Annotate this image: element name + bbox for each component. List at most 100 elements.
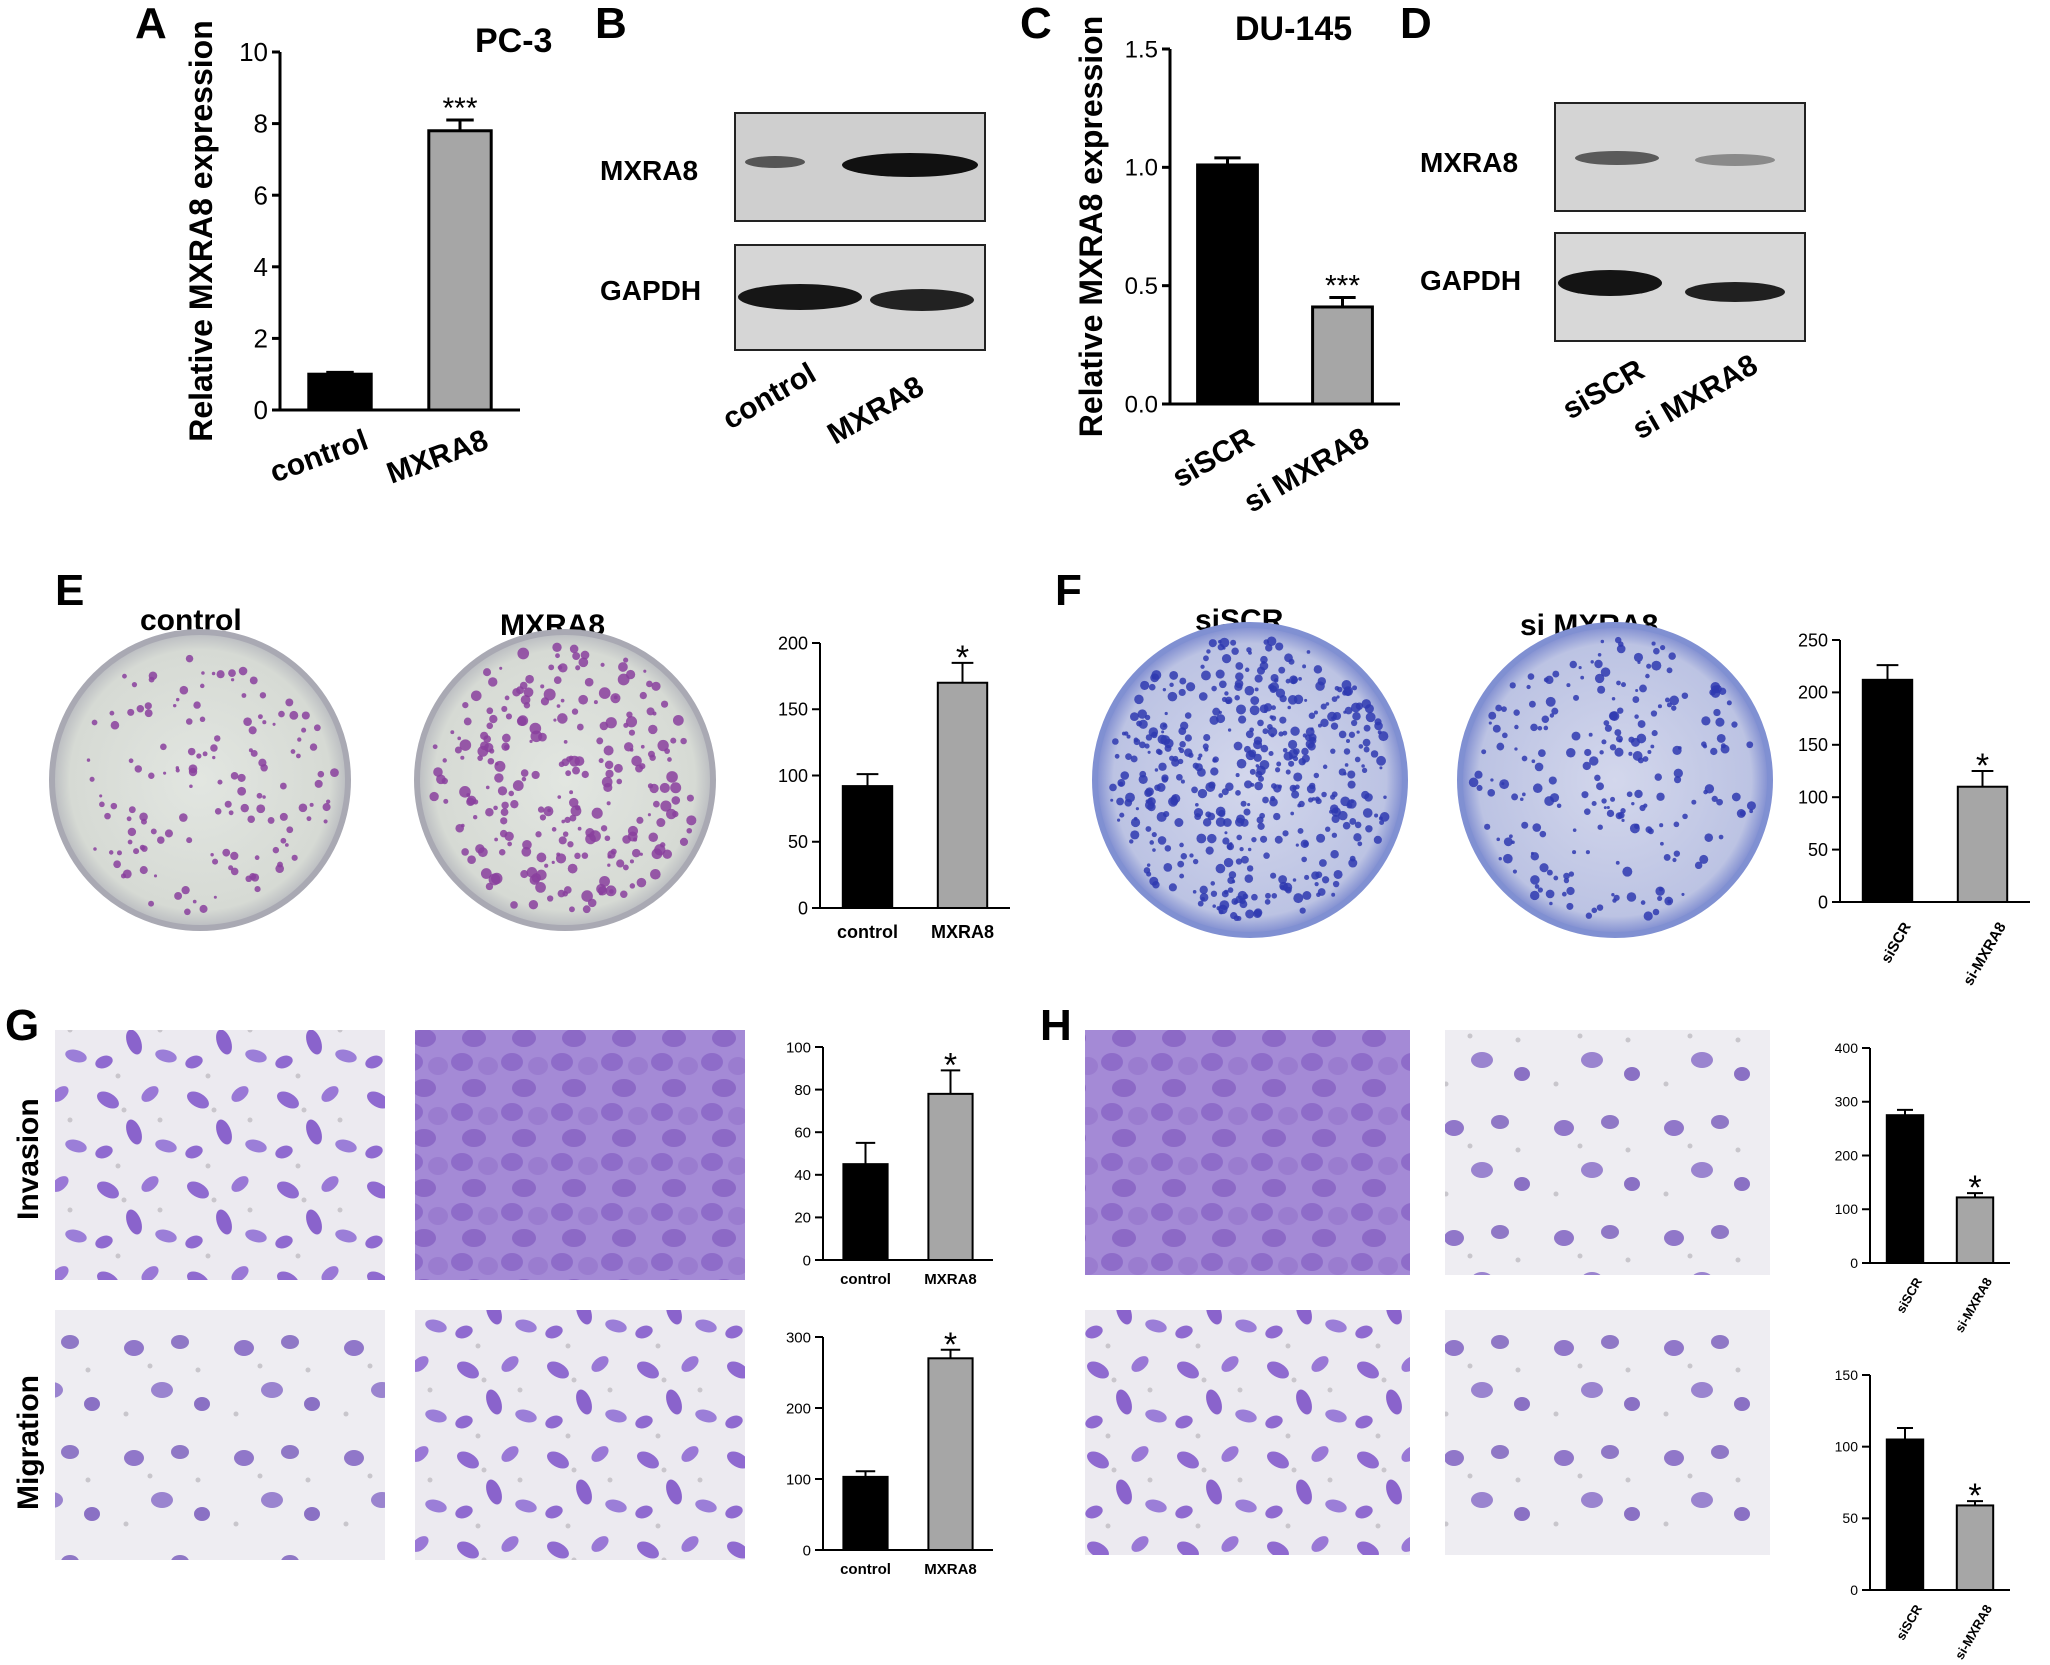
colony-dot (627, 825, 639, 837)
colony-dot (1582, 761, 1591, 771)
colony-dot (326, 799, 331, 804)
colony-dot (536, 852, 547, 863)
colony-dot (163, 771, 167, 775)
colony-dot (1276, 761, 1282, 767)
chart-h-invasion: 0 100 200 300 400 siSCR * si-MXRA8 (1835, 1040, 2010, 1335)
colony-dot (480, 731, 489, 740)
colony-dot (1599, 750, 1604, 755)
colony-dot (686, 815, 697, 826)
colony-dot (535, 831, 542, 838)
colony-dot (657, 739, 669, 752)
colony-dot (286, 826, 294, 834)
colony-dot (1298, 677, 1302, 681)
colony-dot (486, 722, 494, 730)
colony-dot (535, 882, 546, 893)
colony-dot (454, 746, 462, 754)
bar-si-mxra8 (1955, 1504, 1995, 1592)
colony-dot (659, 782, 670, 793)
colony-dot (1530, 890, 1540, 901)
colony-dot (1492, 724, 1501, 733)
colony-dot (1291, 676, 1298, 684)
colony-dot (567, 863, 578, 874)
colony-dot (488, 677, 498, 687)
colony-dot (1509, 682, 1516, 689)
colony-dot (1336, 695, 1340, 699)
micrograph-h-migration-siscr (1085, 1310, 1410, 1555)
plates-f: siSCR si MXRA8 (1092, 604, 1773, 938)
colony-dot (1537, 887, 1543, 893)
bar-si-mxra8 (1955, 1196, 1995, 1265)
colony-dot (1169, 671, 1179, 680)
colony-dot (1306, 650, 1311, 654)
colony-dot (150, 828, 157, 835)
colony-dot (256, 804, 266, 814)
x-category-label: siSCR (1878, 919, 1915, 966)
colony-dot (1130, 817, 1141, 828)
colony-dot (600, 662, 605, 667)
colony-dot (574, 804, 581, 811)
colony-dot (1320, 703, 1327, 710)
colony-dot (1365, 825, 1373, 833)
colony-dot (272, 846, 280, 854)
colony-dot (607, 854, 612, 859)
colony-dot (576, 723, 584, 731)
colony-dot (1364, 793, 1373, 802)
colony-dot (1589, 756, 1599, 766)
colony-dot (539, 814, 547, 821)
colony-dot (1651, 641, 1656, 646)
significance-label: * (1968, 1477, 1981, 1515)
colony-dot (623, 657, 629, 663)
colony-dot (1601, 739, 1607, 745)
colony-dot (584, 677, 594, 687)
colony-dot (1343, 772, 1347, 776)
colony-dot (578, 657, 589, 668)
colony-dot (1174, 818, 1184, 827)
colony-dot (1207, 833, 1217, 844)
colony-dot (228, 810, 234, 816)
significance-label: * (1976, 747, 1989, 785)
y-tick-label: 6 (254, 180, 268, 210)
colony-dot (1264, 899, 1271, 905)
colony-dot (1278, 875, 1288, 884)
colony-dot (1208, 781, 1216, 789)
colony-dot (1161, 730, 1165, 734)
colony-dot (1306, 784, 1316, 794)
colony-dot (1615, 860, 1620, 865)
colony-dot (1304, 698, 1308, 702)
colony-dot (314, 779, 323, 788)
colony-dot (1288, 760, 1295, 767)
colony-dot (1672, 745, 1682, 756)
colony-dot (122, 869, 132, 879)
colony-dot (1660, 841, 1664, 846)
colony-dot (1616, 644, 1626, 654)
colony-dot (1606, 805, 1610, 810)
colony-dot (113, 860, 121, 869)
x-category-label: si-MXRA8 (1960, 920, 2010, 989)
blot-b-lane-control: control (717, 357, 822, 436)
colony-dot (1716, 798, 1723, 806)
colony-dot (1260, 744, 1269, 753)
colony-dot (1184, 734, 1192, 742)
colony-dot (1223, 857, 1234, 868)
colony-dot (1498, 857, 1502, 861)
colony-dot (1218, 793, 1224, 798)
colony-dot (202, 751, 208, 757)
colony-dot (306, 816, 312, 822)
colony-dot (148, 676, 155, 683)
colony-dot (1604, 724, 1612, 732)
colony-dot (1157, 734, 1167, 744)
chart-h-migration: 0 50 100 150 siSCR * si-MXRA8 (1835, 1367, 2010, 1662)
colony-dot (1265, 644, 1273, 652)
colony-dot (128, 806, 136, 814)
colony-dot (1704, 833, 1714, 842)
colony-dot (254, 886, 261, 893)
colony-dot (1245, 909, 1255, 919)
bar-control (307, 372, 373, 412)
colony-dot (1282, 747, 1288, 753)
colony-dot (1591, 907, 1598, 914)
colony-dot (547, 808, 551, 813)
colony-dot (1202, 743, 1209, 750)
colony-dot (1620, 808, 1626, 814)
colony-dot (1530, 852, 1540, 861)
